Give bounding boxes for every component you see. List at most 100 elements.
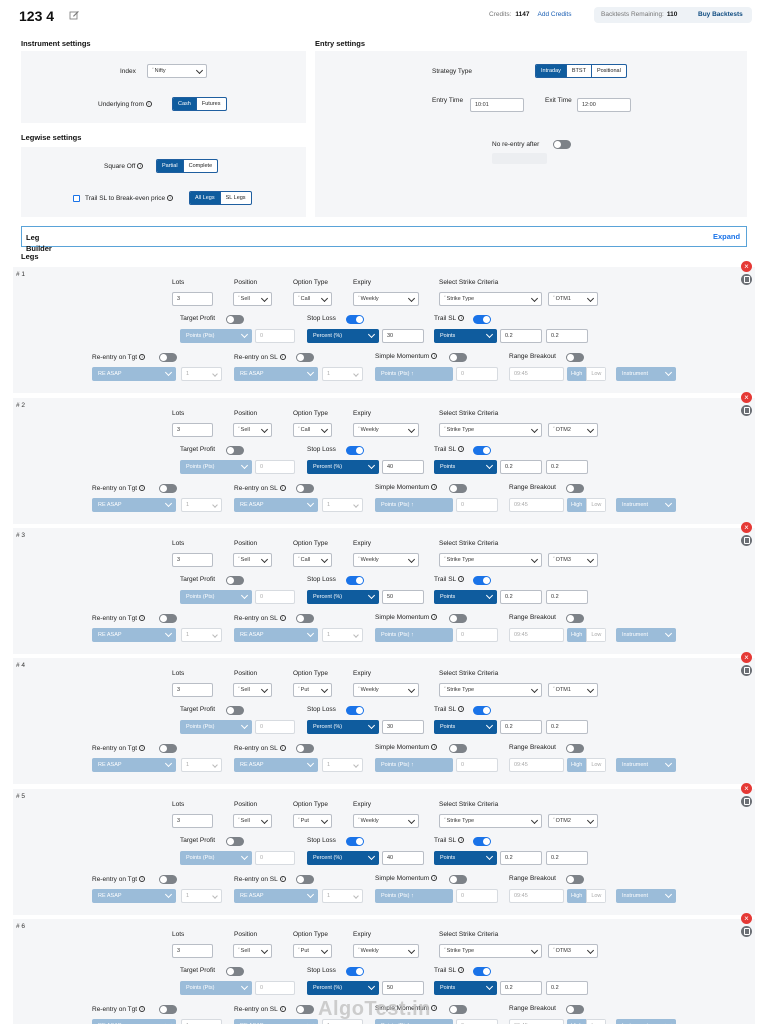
expiry-select[interactable]: ˇ Weekly	[353, 814, 419, 828]
info-icon[interactable]: i	[279, 485, 286, 492]
target-profit-value-input[interactable]: 0	[255, 590, 295, 604]
option-type-select[interactable]: ˇ Put	[293, 683, 332, 697]
trail-sl-leg-toggle[interactable]	[473, 967, 491, 976]
info-icon[interactable]: i	[431, 744, 438, 751]
trail-sl-y-input[interactable]: 0.2	[546, 981, 588, 995]
trail-sl-leg-toggle[interactable]	[473, 446, 491, 455]
low-option[interactable]: Low	[586, 498, 607, 512]
high-option[interactable]: High	[567, 498, 587, 512]
info-icon[interactable]: i	[139, 1006, 146, 1013]
momentum-value-input[interactable]: 0	[456, 758, 498, 772]
exit-time-input[interactable]: 12:00	[577, 98, 631, 112]
low-option[interactable]: Low	[586, 758, 607, 772]
strike-select[interactable]: ˇ OTM3	[548, 553, 598, 567]
range-instrument-select[interactable]: Instrument	[616, 367, 676, 381]
stop-loss-value-input[interactable]: 30	[382, 329, 424, 343]
reentry-tgt-count-select[interactable]: 1	[181, 498, 222, 512]
strike-type-select[interactable]: ˇ Strike Type	[439, 814, 542, 828]
simple-momentum-toggle[interactable]	[449, 614, 467, 623]
underlying-toggle[interactable]: Cash Futures	[172, 97, 227, 111]
strike-select[interactable]: ˇ OTM2	[548, 814, 598, 828]
trail-sl-type-select[interactable]: Points	[434, 851, 497, 865]
target-profit-type-select[interactable]: Points (Pts)	[180, 590, 252, 604]
delete-leg-icon[interactable]: ×	[741, 652, 752, 663]
copy-leg-icon[interactable]	[741, 274, 752, 285]
underlying-cash-option[interactable]: Cash	[173, 98, 197, 110]
copy-leg-icon[interactable]	[741, 405, 752, 416]
high-low-toggle[interactable]: High Low	[567, 367, 607, 381]
strategy-intraday-option[interactable]: Intraday	[536, 65, 567, 77]
range-breakout-time-input[interactable]: 09:45	[509, 889, 564, 903]
target-profit-value-input[interactable]: 0	[255, 329, 295, 343]
add-credits-link[interactable]: Add Credits	[537, 11, 572, 18]
copy-leg-icon[interactable]	[741, 796, 752, 807]
square-off-toggle[interactable]: Partial Complete	[156, 159, 219, 173]
info-icon[interactable]: i	[279, 354, 286, 361]
reentry-sl-count-select[interactable]: 1	[322, 889, 363, 903]
info-icon[interactable]: i	[458, 446, 465, 453]
reentry-sl-type-select[interactable]: RE ASAP	[234, 1019, 318, 1024]
reentry-sl-type-select[interactable]: RE ASAP	[234, 889, 318, 903]
low-option[interactable]: Low	[586, 367, 607, 381]
trail-sl-x-input[interactable]: 0.2	[500, 720, 542, 734]
stop-loss-type-select[interactable]: Percent (%)	[307, 329, 379, 343]
high-low-toggle[interactable]: High Low	[567, 628, 607, 642]
low-option[interactable]: Low	[586, 889, 607, 903]
stop-loss-type-select[interactable]: Percent (%)	[307, 851, 379, 865]
simple-momentum-toggle[interactable]	[449, 744, 467, 753]
reentry-tgt-toggle[interactable]	[159, 1005, 177, 1014]
entry-time-input[interactable]: 10:01	[470, 98, 524, 112]
info-icon[interactable]: i	[139, 876, 146, 883]
position-select[interactable]: ˇ Sell	[233, 683, 272, 697]
delete-leg-icon[interactable]: ×	[741, 522, 752, 533]
info-icon[interactable]: i	[458, 706, 465, 713]
momentum-value-input[interactable]: 0	[456, 498, 498, 512]
reentry-sl-type-select[interactable]: RE ASAP	[234, 367, 318, 381]
info-icon[interactable]: i	[145, 101, 152, 108]
momentum-type-select[interactable]: Points (Pts) ↑	[375, 498, 453, 512]
high-option[interactable]: High	[567, 758, 587, 772]
option-type-select[interactable]: ˇ Call	[293, 423, 332, 437]
momentum-value-input[interactable]: 0	[456, 889, 498, 903]
reentry-sl-count-select[interactable]: 1	[322, 628, 363, 642]
lots-input[interactable]: 3	[172, 683, 213, 697]
lots-input[interactable]: 3	[172, 553, 213, 567]
info-icon[interactable]: i	[167, 195, 174, 202]
position-select[interactable]: ˇ Sell	[233, 944, 272, 958]
no-reentry-time-input[interactable]	[492, 153, 547, 164]
reentry-tgt-toggle[interactable]	[159, 875, 177, 884]
info-icon[interactable]: i	[139, 615, 146, 622]
simple-momentum-toggle[interactable]	[449, 1005, 467, 1014]
buy-backtests-button[interactable]: Buy Backtests	[698, 11, 743, 18]
strategy-positional-option[interactable]: Positional	[596, 68, 621, 74]
copy-leg-icon[interactable]	[741, 926, 752, 937]
copy-leg-icon[interactable]	[741, 535, 752, 546]
reentry-sl-count-select[interactable]: 1	[322, 758, 363, 772]
trail-sl-leg-toggle[interactable]	[473, 315, 491, 324]
info-icon[interactable]: i	[431, 875, 438, 882]
target-profit-type-select[interactable]: Points (Pts)	[180, 851, 252, 865]
trail-sl-y-input[interactable]: 0.2	[546, 590, 588, 604]
range-instrument-select[interactable]: Instrument	[616, 498, 676, 512]
index-select[interactable]: ˇ Nifty	[147, 64, 207, 78]
momentum-value-input[interactable]: 0	[456, 1019, 498, 1024]
target-profit-toggle[interactable]	[226, 967, 244, 976]
reentry-sl-toggle[interactable]	[296, 875, 314, 884]
range-instrument-select[interactable]: Instrument	[616, 1019, 676, 1024]
delete-leg-icon[interactable]: ×	[741, 913, 752, 924]
strike-select[interactable]: ˇ OTM1	[548, 683, 598, 697]
info-icon[interactable]: i	[139, 745, 146, 752]
reentry-sl-toggle[interactable]	[296, 353, 314, 362]
copy-leg-icon[interactable]	[741, 665, 752, 676]
stop-loss-type-select[interactable]: Percent (%)	[307, 720, 379, 734]
strike-select[interactable]: ˇ OTM3	[548, 944, 598, 958]
trail-sl-y-input[interactable]: 0.2	[546, 851, 588, 865]
target-profit-type-select[interactable]: Points (Pts)	[180, 720, 252, 734]
expand-button[interactable]: Expand	[713, 232, 741, 241]
delete-leg-icon[interactable]: ×	[741, 392, 752, 403]
trail-all-legs-option[interactable]: All Legs	[190, 192, 221, 204]
range-instrument-select[interactable]: Instrument	[616, 758, 676, 772]
low-option[interactable]: Low	[586, 1019, 607, 1024]
high-option[interactable]: High	[567, 1019, 587, 1024]
info-icon[interactable]: i	[431, 1005, 438, 1012]
